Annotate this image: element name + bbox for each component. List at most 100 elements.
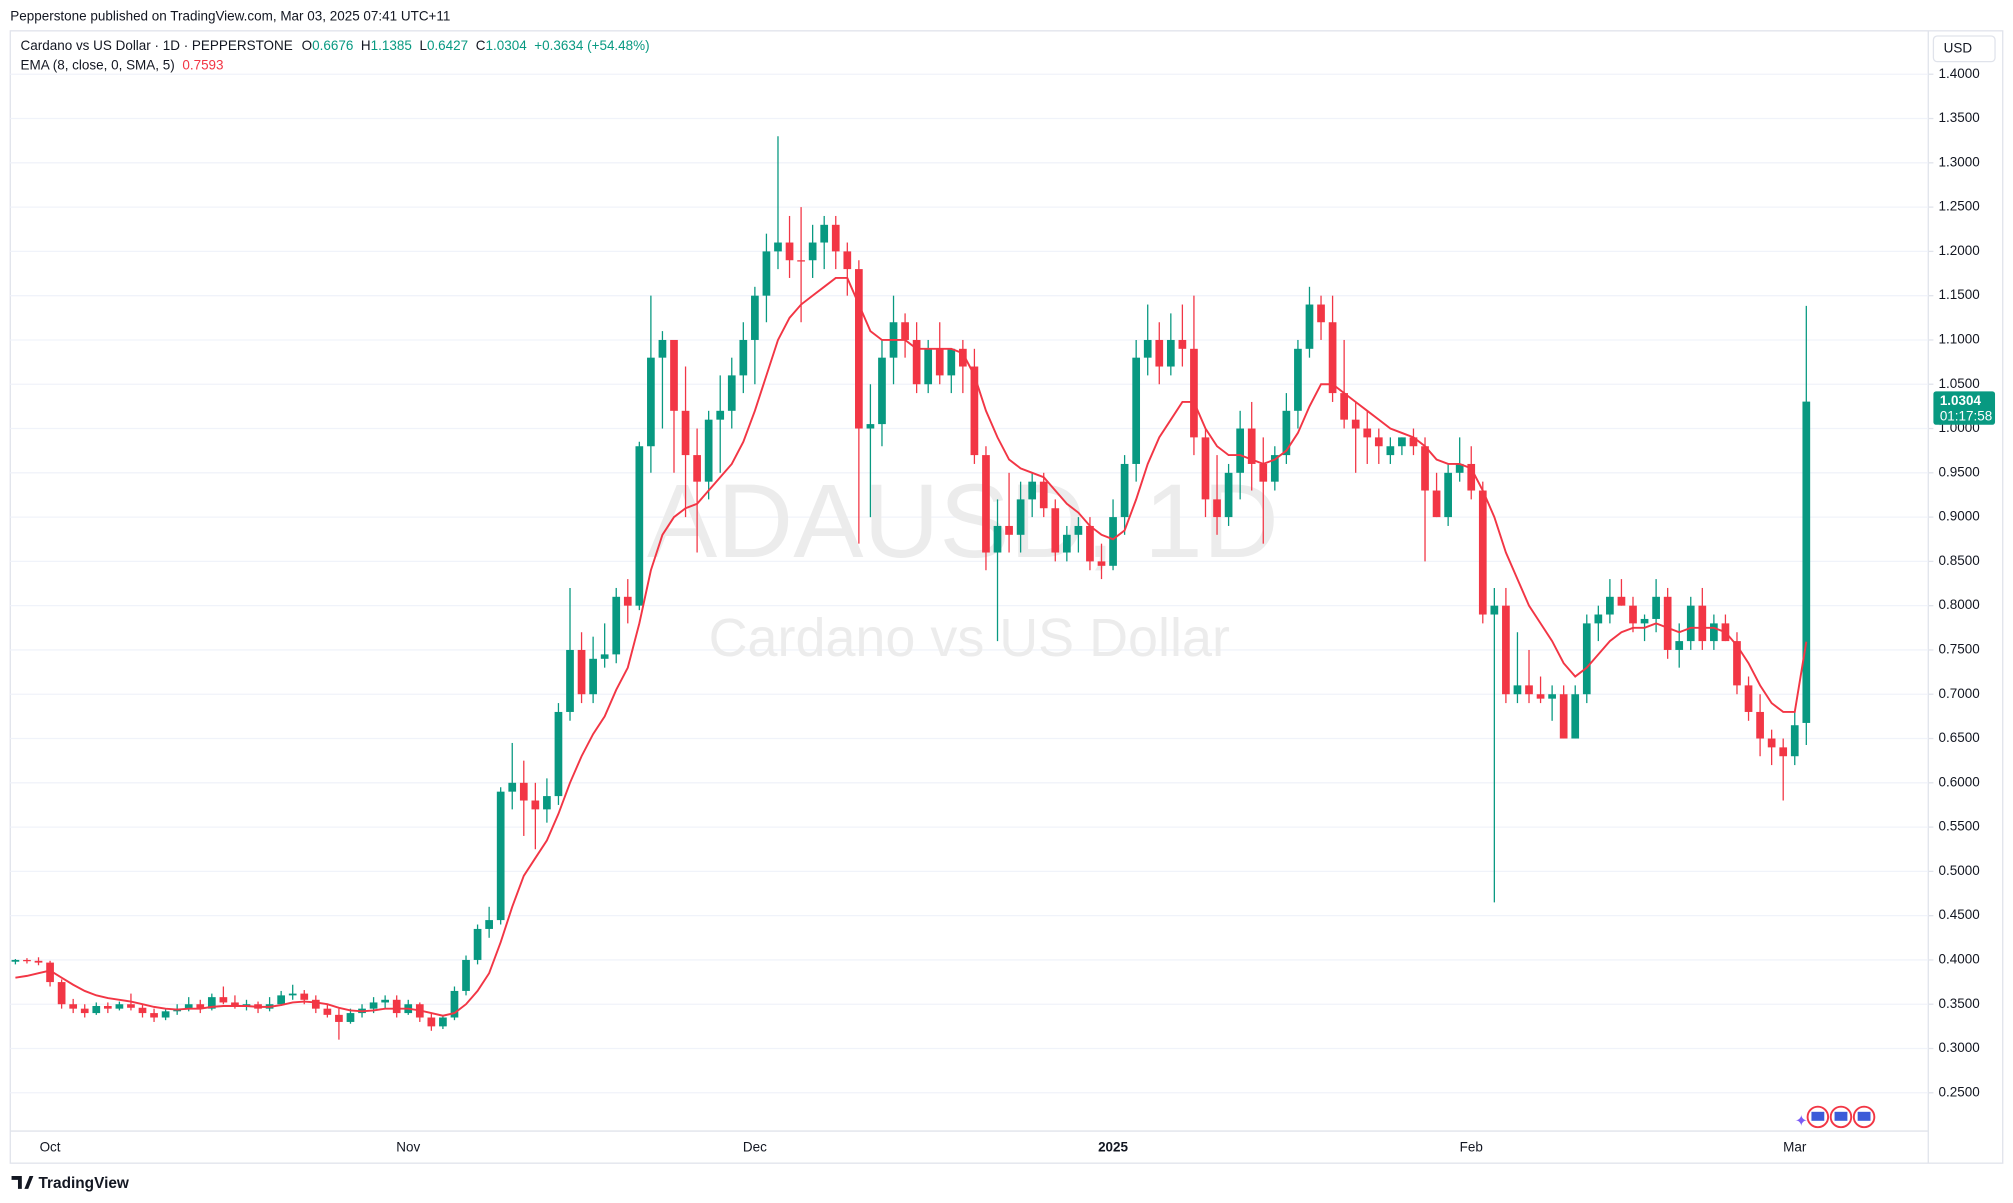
candle-body bbox=[716, 410, 725, 420]
candle-body bbox=[831, 224, 840, 252]
candle-body bbox=[138, 1007, 147, 1014]
candle-body bbox=[704, 419, 713, 482]
candle-body bbox=[1513, 685, 1522, 695]
candle-body bbox=[1270, 455, 1279, 482]
candle-body bbox=[970, 366, 979, 456]
y-tick-label: 0.4500 bbox=[1939, 907, 1980, 922]
candle-body bbox=[1467, 463, 1476, 491]
candle-body bbox=[1340, 393, 1348, 420]
change-value: +0.3634 (+54.48%) bbox=[534, 38, 649, 53]
candle-body bbox=[1282, 410, 1291, 456]
candle-body bbox=[1571, 694, 1580, 739]
candle-body bbox=[554, 711, 563, 797]
frame bbox=[9, 30, 2004, 1164]
candle-body bbox=[473, 928, 482, 960]
candle-body bbox=[762, 251, 771, 296]
candle-body bbox=[1305, 304, 1314, 349]
candle-body bbox=[1525, 685, 1533, 695]
candle-body bbox=[1155, 339, 1164, 367]
candle-body bbox=[935, 348, 944, 376]
candles bbox=[11, 136, 1811, 1040]
y-tick-label: 0.5500 bbox=[1939, 819, 1980, 834]
candle-body bbox=[519, 782, 528, 801]
candle-body bbox=[1594, 614, 1603, 624]
grid bbox=[10, 73, 1929, 1094]
candle-body bbox=[1086, 525, 1094, 562]
candle-body bbox=[277, 995, 286, 1005]
indicator-legend: EMA (8, close, 0, SMA, 5) 0.7593 bbox=[21, 57, 224, 72]
candle-body bbox=[219, 997, 228, 1003]
candle-body bbox=[1294, 348, 1302, 411]
candle-body bbox=[1120, 463, 1129, 518]
candle-body bbox=[1132, 357, 1141, 464]
candle-body bbox=[1767, 738, 1776, 748]
candle-body bbox=[1675, 641, 1684, 650]
candle-body bbox=[566, 649, 574, 712]
candle-body bbox=[866, 424, 875, 429]
candle-body bbox=[184, 1004, 193, 1009]
footer-brand: TradingView bbox=[39, 1175, 129, 1192]
candle-body bbox=[947, 348, 956, 376]
candle-body bbox=[1236, 428, 1245, 473]
symbol-title: Cardano vs US Dollar · 1D · PEPPERSTONE bbox=[21, 38, 293, 53]
candle-body bbox=[161, 1011, 170, 1018]
candle-body bbox=[1421, 446, 1429, 491]
y-tick-label: 0.6500 bbox=[1939, 730, 1980, 745]
candle-body bbox=[1629, 605, 1637, 624]
ema-value: 0.7593 bbox=[182, 57, 223, 72]
candle-body bbox=[635, 446, 644, 606]
candle-body bbox=[1074, 525, 1083, 535]
candle-body bbox=[80, 1008, 89, 1014]
candle-body bbox=[1051, 508, 1060, 553]
x-tick-label: 2025 bbox=[1098, 1139, 1128, 1154]
candle-body bbox=[1317, 304, 1325, 323]
candle-body bbox=[1166, 339, 1175, 367]
candle-body bbox=[1640, 618, 1649, 624]
candle-body bbox=[1756, 711, 1764, 739]
ohlc-label: C bbox=[476, 38, 486, 53]
y-tick-label: 0.2500 bbox=[1939, 1084, 1980, 1099]
candle-body bbox=[1386, 446, 1395, 456]
candle-body bbox=[589, 658, 597, 695]
candle-body bbox=[808, 242, 817, 261]
candle-body bbox=[1582, 623, 1591, 695]
candle-body bbox=[369, 1002, 378, 1009]
candle-body bbox=[196, 1004, 205, 1009]
candle-body bbox=[1432, 490, 1441, 518]
candle-body bbox=[1652, 596, 1660, 619]
y-tick-label: 0.3000 bbox=[1939, 1040, 1980, 1055]
y-tick-label: 1.0500 bbox=[1939, 376, 1980, 391]
candle-body bbox=[323, 1008, 332, 1015]
high-value: 1.1385 bbox=[371, 38, 412, 53]
x-tick-label: Nov bbox=[396, 1139, 420, 1154]
ema-line bbox=[15, 276, 1808, 1017]
ohlc-label: H bbox=[361, 38, 371, 53]
last-price-label: 1.0304 bbox=[1940, 393, 1982, 408]
candle-body bbox=[69, 1004, 78, 1009]
ohlc-label: L bbox=[419, 38, 427, 53]
candle-body bbox=[1779, 747, 1788, 757]
candle-body bbox=[57, 982, 66, 1005]
currency-box[interactable] bbox=[1932, 35, 1996, 63]
candle-body bbox=[311, 999, 320, 1009]
publish-header: Pepperstone published on TradingView.com… bbox=[10, 8, 450, 23]
candle-body bbox=[1259, 463, 1268, 482]
legend-line: Cardano vs US Dollar · 1D · PEPPERSTONE … bbox=[21, 38, 650, 53]
last-price-box bbox=[1933, 391, 1996, 425]
candle-body bbox=[1790, 725, 1799, 757]
candle-body bbox=[485, 920, 493, 929]
x-tick-label: Mar bbox=[1783, 1139, 1807, 1154]
candle-body bbox=[1444, 472, 1452, 518]
candle-body bbox=[531, 800, 540, 810]
candle-body bbox=[1548, 694, 1556, 699]
candle-body bbox=[496, 791, 505, 921]
candle-body bbox=[658, 339, 667, 358]
candle-body bbox=[612, 596, 621, 655]
candle-body bbox=[1097, 561, 1106, 566]
candle-body bbox=[103, 1005, 112, 1009]
candle-body bbox=[774, 242, 782, 252]
candle-body bbox=[820, 224, 829, 243]
candle-body bbox=[462, 959, 470, 991]
countdown-label: 01:17:58 bbox=[1940, 409, 1992, 424]
